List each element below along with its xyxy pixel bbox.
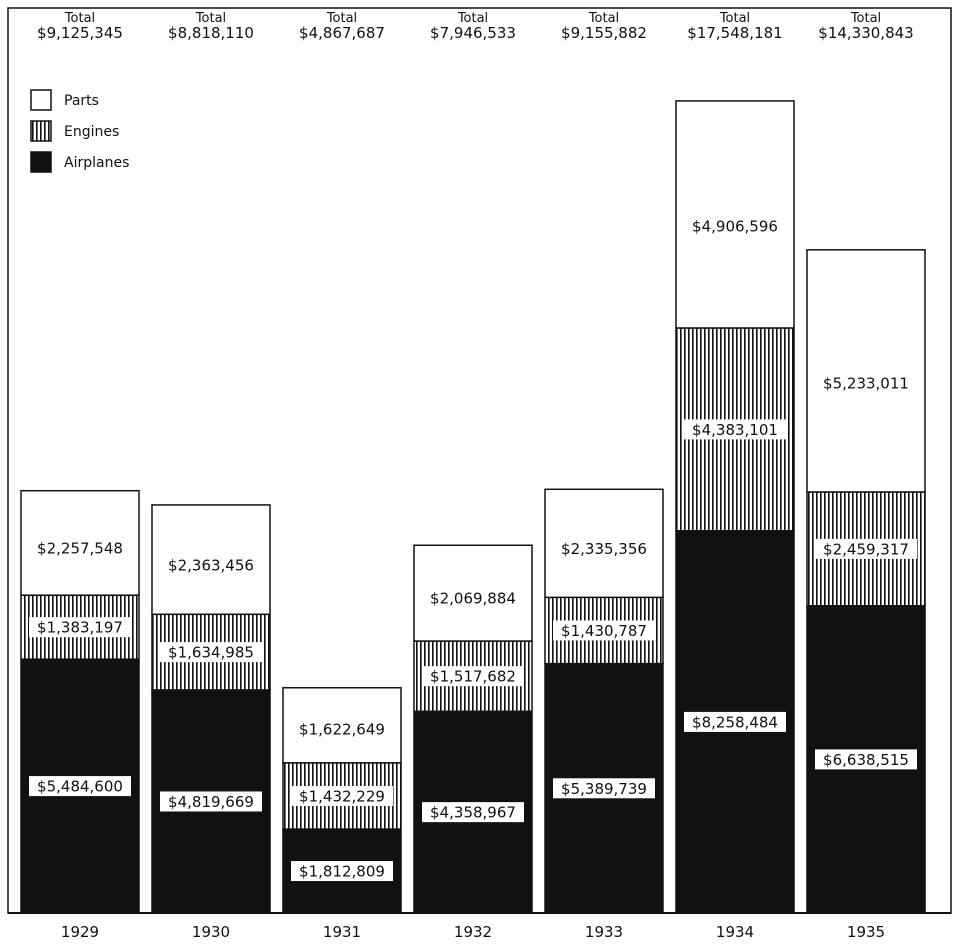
data-label-engines-1935-bg xyxy=(815,538,917,559)
data-label-engines-1929: $1,383,197 xyxy=(37,619,123,637)
x-tick-label-1932: 1932 xyxy=(454,923,492,941)
data-label-airplanes-1931: $1,812,809 xyxy=(299,863,385,881)
data-label-engines-1929-bg xyxy=(29,617,131,638)
total-value-1935: $14,330,843 xyxy=(818,24,913,42)
data-label-airplanes-1934-bg xyxy=(684,711,786,732)
x-tick-label-1930: 1930 xyxy=(192,923,230,941)
data-label-engines-1931-bg xyxy=(291,785,393,806)
data-label-parts-1929-bg xyxy=(29,538,131,559)
data-label-parts-1934: $4,906,596 xyxy=(692,217,778,235)
data-label-airplanes-1931-bg xyxy=(291,861,393,882)
x-tick-label-1935: 1935 xyxy=(847,923,885,941)
data-label-engines-1934: $4,383,101 xyxy=(692,421,778,439)
data-label-engines-1933-bg xyxy=(553,620,655,641)
data-label-airplanes-1932: $4,358,967 xyxy=(430,804,516,822)
legend-swatch-engines xyxy=(30,120,52,142)
total-value-1931: $4,867,687 xyxy=(299,24,385,42)
total-value-1934: $17,548,181 xyxy=(687,24,782,42)
data-label-airplanes-1930-bg xyxy=(160,791,262,812)
x-tick-label-1934: 1934 xyxy=(716,923,754,941)
data-label-parts-1933: $2,335,356 xyxy=(561,540,647,558)
data-label-airplanes-1932-bg xyxy=(422,802,524,823)
legend-swatch-parts xyxy=(30,89,52,111)
data-label-airplanes-1935-bg xyxy=(815,749,917,770)
data-label-engines-1931: $1,432,229 xyxy=(299,787,385,805)
data-label-airplanes-1929: $5,484,600 xyxy=(37,778,123,796)
x-tick-label-1931: 1931 xyxy=(323,923,361,941)
data-label-engines-1930-bg xyxy=(160,642,262,663)
total-value-1932: $7,946,533 xyxy=(430,24,516,42)
legend-label-engines: Engines xyxy=(64,124,119,140)
data-label-parts-1932: $2,069,884 xyxy=(430,589,516,607)
data-label-parts-1930-bg xyxy=(160,555,262,576)
x-axis: 1929 1930 1931 1932 1933 1934 1935 xyxy=(8,912,951,941)
legend: Parts Engines Airplanes xyxy=(30,89,129,173)
legend-label-parts: Parts xyxy=(64,93,99,109)
total-caption-1932: Total xyxy=(457,11,488,26)
x-tick-label-1933: 1933 xyxy=(585,923,623,941)
data-label-engines-1933: $1,430,787 xyxy=(561,622,647,640)
data-label-airplanes-1935: $6,638,515 xyxy=(823,751,909,769)
data-label-airplanes-1933-bg xyxy=(553,778,655,799)
bar-parts-1934 xyxy=(675,100,795,329)
data-label-airplanes-1930: $4,819,669 xyxy=(168,793,254,811)
data-label-parts-1929: $2,257,548 xyxy=(37,540,123,558)
data-label-engines-1932: $1,517,682 xyxy=(430,668,516,686)
data-label-parts-1931: $1,622,649 xyxy=(299,721,385,739)
total-value-1929: $9,125,345 xyxy=(37,24,123,42)
data-label-airplanes-1933: $5,389,739 xyxy=(561,780,647,798)
legend-swatch-airplanes xyxy=(30,151,52,173)
total-value-1930: $8,818,110 xyxy=(168,24,254,42)
data-label-parts-1932-bg xyxy=(422,587,524,608)
total-caption-1935: Total xyxy=(850,11,881,26)
legend-label-airplanes: Airplanes xyxy=(64,155,129,171)
total-caption-1929: Total xyxy=(64,11,95,26)
data-label-parts-1933-bg xyxy=(553,538,655,559)
bar-parts-1935 xyxy=(806,249,926,493)
total-caption-1933: Total xyxy=(588,11,619,26)
data-label-parts-1935: $5,233,011 xyxy=(823,374,909,392)
data-label-engines-1935: $2,459,317 xyxy=(823,540,909,558)
total-caption-1930: Total xyxy=(195,11,226,26)
data-label-engines-1934-bg xyxy=(684,419,786,440)
data-label-parts-1930: $2,363,456 xyxy=(168,557,254,575)
data-label-airplanes-1934: $8,258,484 xyxy=(692,713,778,731)
data-label-engines-1932-bg xyxy=(422,666,524,687)
total-value-1933: $9,155,882 xyxy=(561,24,647,42)
total-caption-1931: Total xyxy=(326,11,357,26)
data-label-parts-1931-bg xyxy=(291,719,393,740)
data-label-airplanes-1929-bg xyxy=(29,776,131,797)
total-caption-1934: Total xyxy=(719,11,750,26)
data-label-engines-1930: $1,634,985 xyxy=(168,644,254,662)
data-label-parts-1934-bg xyxy=(684,215,786,236)
data-label-parts-1935-bg xyxy=(815,372,917,393)
x-tick-label-1929: 1929 xyxy=(61,923,99,941)
